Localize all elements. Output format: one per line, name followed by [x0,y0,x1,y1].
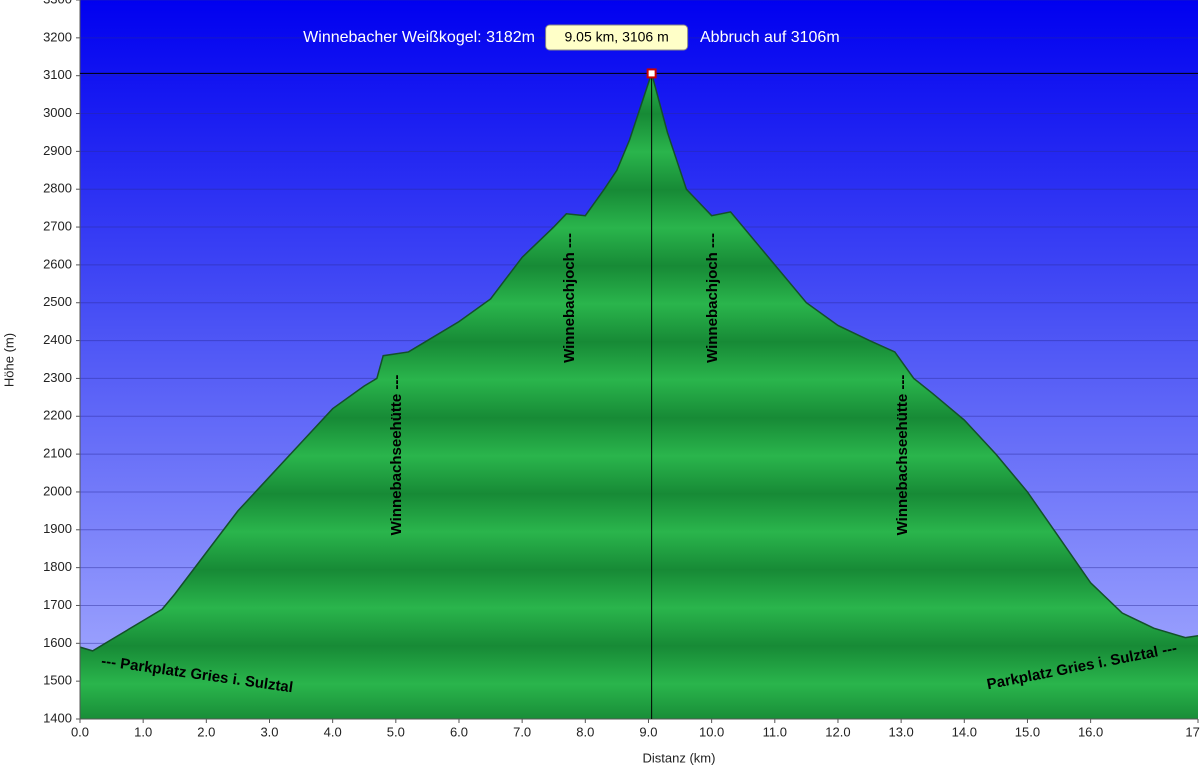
elevation-line [79,70,1199,652]
annotation: Winnebachjoch --- [561,233,578,363]
x-tick-label: 3.0 [260,724,278,739]
tooltip-box [545,24,689,51]
y-tick-label: 2000 [43,483,72,498]
y-tick-label: 2800 [43,181,72,196]
y-tick-label: 3200 [43,29,72,44]
y-tick-label: 1600 [43,635,72,650]
y-tick-label: 2600 [43,256,72,271]
y-tick-label: 2500 [43,294,72,309]
x-tick-label: 16.0 [1078,724,1103,739]
x-axis-label: Distanz (km) [643,750,716,765]
elevation-area [80,73,1198,719]
y-tick-label: 1900 [43,521,72,536]
y-tick-label: 1800 [43,559,72,574]
y-tick-label: 1500 [43,673,72,688]
x-tick-label: 5.0 [387,724,405,739]
x-tick-label: 11.0 [763,724,787,739]
x-tick-label: 13.0 [888,724,913,739]
y-tick-label: 1400 [43,710,72,725]
annotation: Winnebachseehütte --- [388,375,405,536]
y-tick-label: 2300 [43,370,72,385]
y-tick-label: 3000 [43,105,72,120]
peak-label: Abbruch auf 3106m [700,29,840,46]
y-tick-label: 1700 [43,597,72,612]
y-tick-label: 2900 [43,143,72,158]
x-tick-label: 8.0 [576,724,594,739]
x-tick-label: 1.0 [134,724,152,739]
peak-label: Winnebacher Weißkogel: 3182m [303,29,535,46]
tooltip-text: 9.05 km, 3106 m [564,29,668,45]
y-tick-label: 3300 [43,0,72,6]
y-axis-label: Höhe (m) [1,333,16,387]
y-tick-label: 2200 [43,408,72,423]
x-tick-label: 14.0 [952,724,977,739]
annotation: Winnebachseehütte --- [894,375,911,536]
y-tick-label: 3100 [43,67,72,82]
y-tick-label: 2100 [43,446,72,461]
x-tick-label: 4.0 [324,724,342,739]
x-tick-label: 9.0 [639,724,657,739]
x-tick-label: 12.0 [825,724,850,739]
x-tick-label: 0.0 [71,724,89,739]
x-tick-label: 2.0 [197,724,215,739]
x-tick-label: 17.7 [1185,724,1200,739]
y-tick-label: 2400 [43,332,72,347]
x-tick-label: 7.0 [513,724,531,739]
y-tick-label: 2700 [43,218,72,233]
x-tick-label: 6.0 [450,724,468,739]
x-tick-label: 10.0 [699,724,724,739]
annotation: Winnebachjoch --- [704,233,721,363]
cursor-point [646,68,657,79]
x-tick-label: 15.0 [1015,724,1040,739]
